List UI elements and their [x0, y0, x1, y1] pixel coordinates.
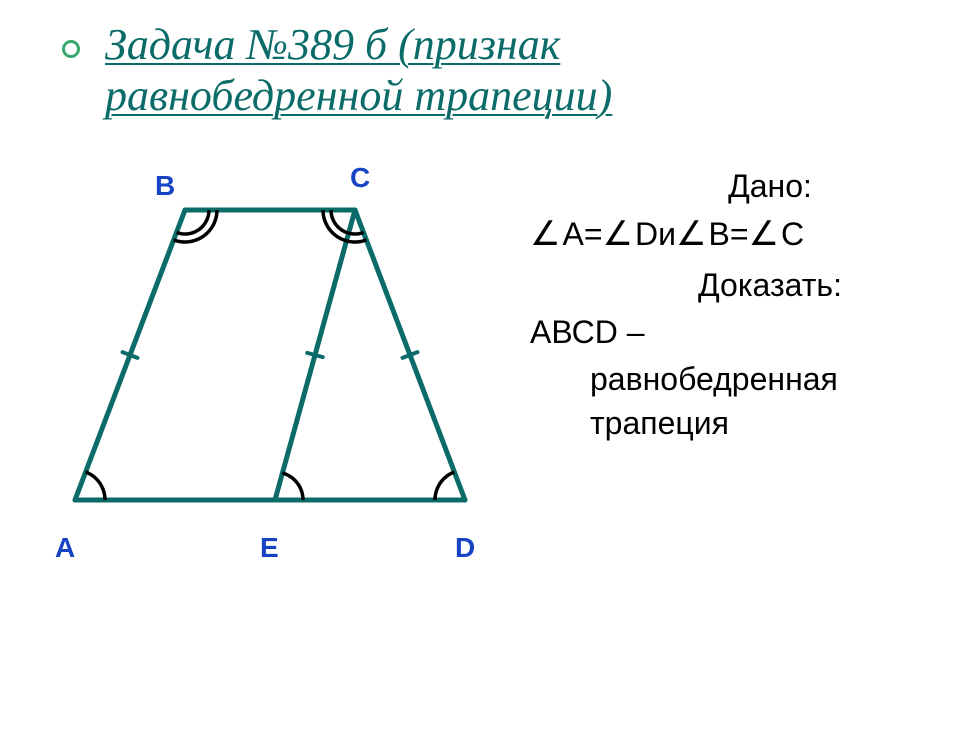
title-line-2: равнобедренной трапеции) — [105, 71, 612, 120]
vertex-label-B: B — [155, 170, 175, 202]
problem-text: Дано: ∠А=∠D и ∠В=∠С Доказать: АВСD – рав… — [530, 165, 950, 449]
lit-B: В — [708, 213, 729, 256]
lit-and: и — [658, 213, 676, 256]
lit-eq1: = — [584, 213, 603, 256]
vertex-label-A: A — [55, 532, 75, 564]
trapezoid-diagram: ABCDE — [55, 170, 515, 590]
given-expression: ∠А=∠D и ∠В=∠С — [530, 212, 950, 258]
lit-eq2: = — [730, 213, 749, 256]
angle-icon: ∠ — [603, 212, 633, 258]
prove-text-1: АВСD – — [530, 311, 950, 354]
angle-icon: ∠ — [676, 212, 706, 258]
slide-title: Задача №389 б (признак равнобедренной тр… — [105, 20, 865, 121]
diagram-svg — [55, 170, 515, 590]
lit-A: А — [562, 213, 583, 256]
vertex-label-D: D — [455, 532, 475, 564]
lit-D: D — [635, 213, 658, 256]
angle-icon: ∠ — [530, 212, 560, 258]
slide-root: Задача №389 б (признак равнобедренной тр… — [0, 0, 977, 731]
lit-C: С — [781, 213, 804, 256]
prove-label: Доказать: — [530, 264, 950, 307]
vertex-label-E: E — [260, 532, 279, 564]
prove-text-2: равнобедренная трапеция — [530, 358, 950, 444]
angle-icon: ∠ — [749, 212, 779, 258]
title-line-1: Задача №389 б (признак — [105, 20, 560, 69]
title-bullet — [62, 40, 80, 58]
vertex-label-C: C — [350, 162, 370, 194]
given-label: Дано: — [530, 165, 950, 208]
